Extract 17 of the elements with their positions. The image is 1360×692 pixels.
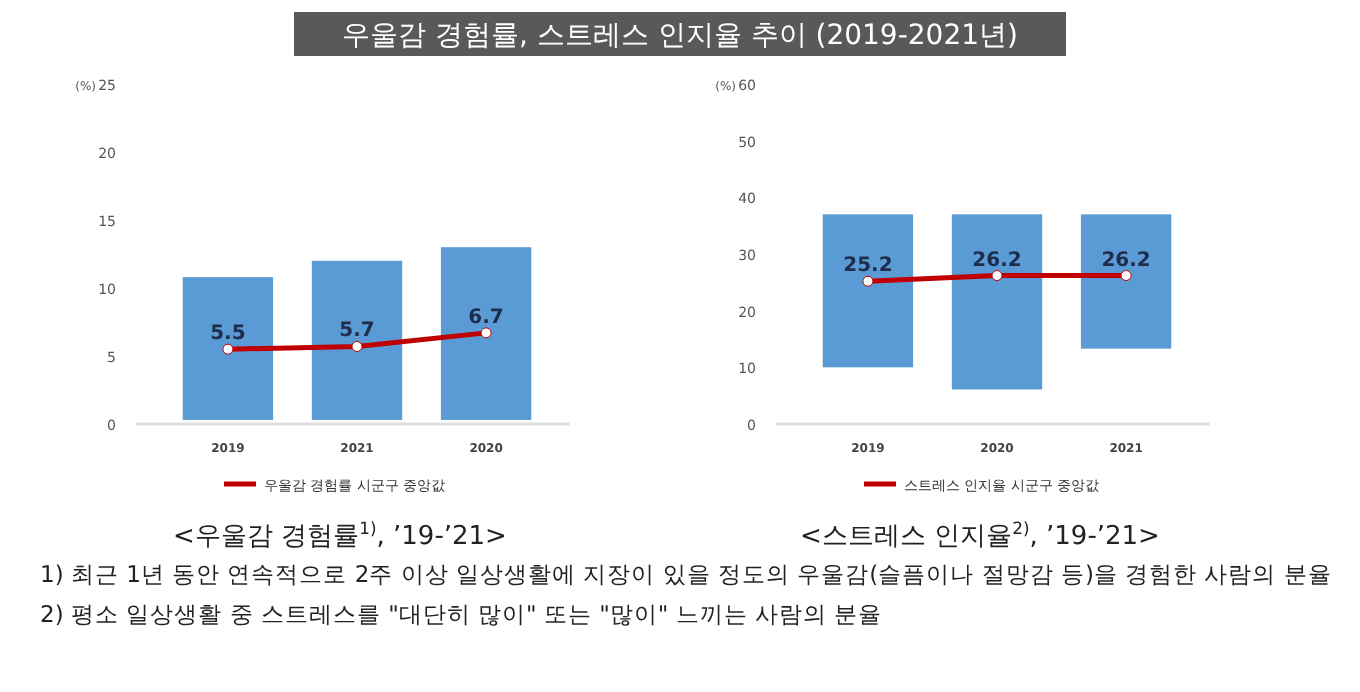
point bbox=[222, 343, 234, 355]
text: 1) 최근 1년 동안 연속적으로 2주 이상 일상생활에 지장이 있을 정도의 우울감(슬픔이나 절망감 등)을 경험한 사람의 분율 bbox=[40, 560, 1332, 588]
data-label: 5.5 bbox=[210, 323, 246, 346]
bar bbox=[311, 260, 403, 420]
point bbox=[480, 327, 492, 339]
text: <스트레스 인지율$^{2)}$, ’19-’21> bbox=[800, 518, 1160, 552]
text: <우울감 경험률$^{1)}$, ’19-’21> bbox=[173, 518, 507, 552]
bar bbox=[440, 247, 532, 420]
data-label: 5.7 bbox=[339, 320, 375, 343]
data-label: 26.2 bbox=[1101, 249, 1151, 272]
point bbox=[351, 340, 363, 352]
text: 2) 평소 일상생활 중 스트레스를 "대단히 많이" 또는 "많이" 느끼는 사람의 분율 bbox=[40, 600, 883, 628]
text: 우울감 경험률, 스트레스 인지율 추이 (2019-2021년) bbox=[342, 20, 1018, 52]
data-label: 26.2 bbox=[972, 249, 1022, 272]
bar bbox=[182, 277, 274, 420]
data-label: 6.7 bbox=[468, 306, 504, 329]
data-label: 25.2 bbox=[843, 255, 893, 278]
